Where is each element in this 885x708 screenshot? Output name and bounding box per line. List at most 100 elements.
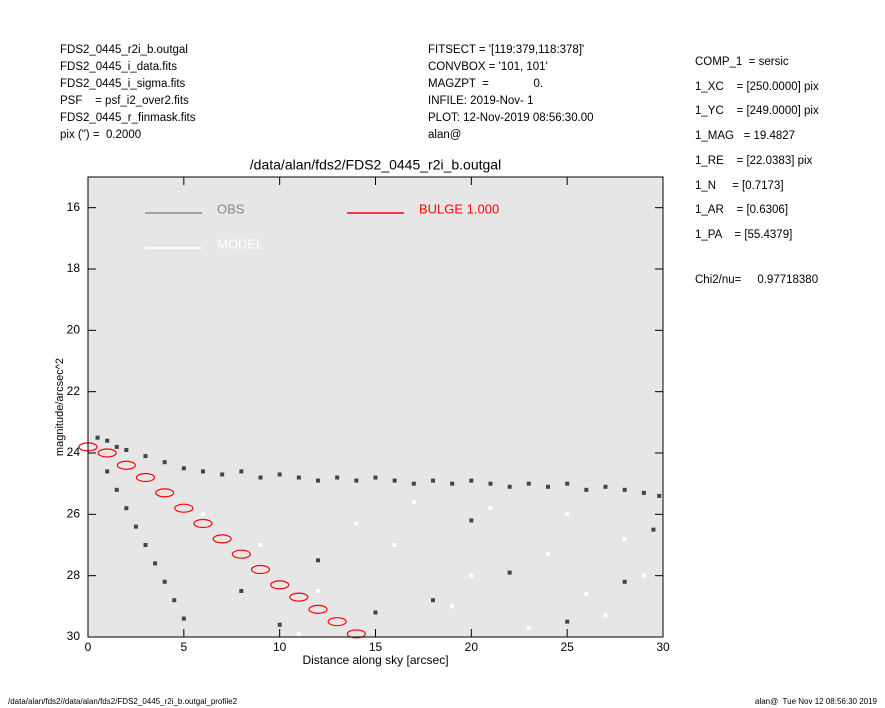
legend-label: BULGE 1.000 [419, 201, 499, 216]
model-point [270, 580, 290, 590]
data-point [507, 484, 512, 489]
data-point [296, 631, 301, 636]
data-point [296, 475, 301, 480]
x-tick-label: 5 [180, 640, 187, 654]
data-point [143, 543, 148, 547]
y-tick-label: 20 [67, 323, 81, 337]
info-line: INFILE: 2019-Nov- 1 [428, 95, 534, 107]
data-point [641, 490, 646, 495]
data-point [220, 472, 225, 477]
data-point [354, 521, 359, 526]
data-point [153, 561, 158, 566]
x-axis-label: Distance along sky [arcsec] [302, 653, 448, 667]
data-point [526, 625, 531, 630]
data-point [335, 475, 340, 480]
model-point [174, 503, 194, 513]
y-tick-label: 24 [67, 445, 81, 459]
data-point [488, 506, 493, 511]
data-point [657, 493, 662, 498]
data-point [450, 481, 455, 486]
data-point [469, 478, 474, 483]
data-point [201, 512, 205, 517]
data-point [622, 487, 627, 492]
data-point [162, 579, 167, 584]
data-point [316, 558, 320, 563]
data-point [411, 500, 416, 505]
data-point [258, 475, 263, 480]
info-line: PSF = psf_i2_over2.fits [60, 95, 189, 107]
x-tick-label: 0 [85, 640, 92, 654]
points [78, 435, 662, 639]
info-line: 1_PA = [55.4379] [695, 228, 793, 241]
y-tick-label: 28 [67, 568, 81, 582]
legend-label: MODEL [217, 236, 263, 251]
model-point [116, 460, 136, 470]
plot-area [88, 177, 663, 637]
chi2: Chi2/nu= 0.97718380 [695, 274, 819, 286]
data-point [431, 598, 435, 603]
data-point [565, 481, 570, 486]
y-tick-label: 16 [67, 200, 81, 214]
params: COMP_1 = sersic 1_XC = [250.0000] pix 1_YC… [695, 50, 819, 248]
x-tick-label: 15 [369, 640, 383, 654]
data-point [114, 444, 119, 449]
x-tick-label: 10 [273, 640, 287, 654]
data-point [450, 604, 455, 609]
info-line: 1_XC = [250.0000] pix [695, 80, 819, 93]
y-axis-label: magnitude/arcsec^2 [54, 358, 66, 456]
data-point [651, 527, 656, 532]
data-point [181, 466, 186, 471]
data-point [392, 478, 397, 483]
y-tick-label: 18 [67, 261, 81, 275]
info-line: CONVBOX = '101, 101' [428, 61, 548, 73]
data-point [105, 469, 110, 474]
info-line: MAGZPT = 0. [428, 78, 544, 90]
info-line: FDS2_0445_i_sigma.fits [60, 78, 186, 90]
data-point [546, 484, 550, 489]
data-point [105, 438, 110, 443]
model-point [135, 472, 156, 483]
data-point [469, 573, 474, 578]
model-point [327, 617, 347, 627]
fit-info: FITSECT = '[119:379,118:378]' CONVBOX = '… [428, 42, 594, 144]
data-point [143, 454, 148, 459]
data-point [603, 613, 608, 618]
info-line: 1_YC = [249.0000] pix [695, 105, 819, 118]
x-tick-label: 20 [465, 640, 479, 654]
model-point [250, 564, 271, 575]
model-point [231, 549, 251, 559]
data-point [95, 435, 100, 440]
data-point [133, 524, 138, 529]
data-point [526, 481, 531, 486]
info-line: alan@ [428, 129, 462, 141]
model-point [212, 534, 232, 544]
info-line: 1_MAG = 19.4827 [695, 130, 796, 143]
data-point [584, 592, 589, 597]
data-point [201, 469, 205, 474]
data-point [124, 506, 129, 511]
data-point [172, 598, 177, 603]
data-point [431, 478, 435, 483]
data-point [354, 478, 359, 483]
info-line: 1_RE = [22.0383] pix [695, 154, 813, 167]
info-line: COMP_1 = sersic [695, 56, 789, 68]
data-point [584, 487, 589, 492]
data-point [641, 573, 646, 578]
x-tick-label: 25 [560, 640, 574, 654]
data-point [162, 460, 167, 465]
model-point [308, 604, 328, 615]
model-point [346, 629, 366, 639]
data-point [114, 487, 119, 492]
legend-label: OBS [217, 201, 245, 216]
y-tick-label: 22 [67, 384, 81, 398]
data-point [373, 475, 378, 480]
chart-title: /data/alan/fds2/FDS2_0445_r2i_b.outgal [250, 157, 501, 173]
footer-left: /data/alan/fds2//data/alan/fds2/FDS2_044… [8, 697, 238, 706]
info-line: FDS2_0445_r_finmask.fits [60, 112, 196, 124]
data-point [411, 481, 416, 486]
data-point [316, 478, 320, 483]
data-point [277, 472, 282, 477]
info-line: pix (") = 0.2000 [60, 129, 142, 141]
data-point [622, 536, 627, 541]
